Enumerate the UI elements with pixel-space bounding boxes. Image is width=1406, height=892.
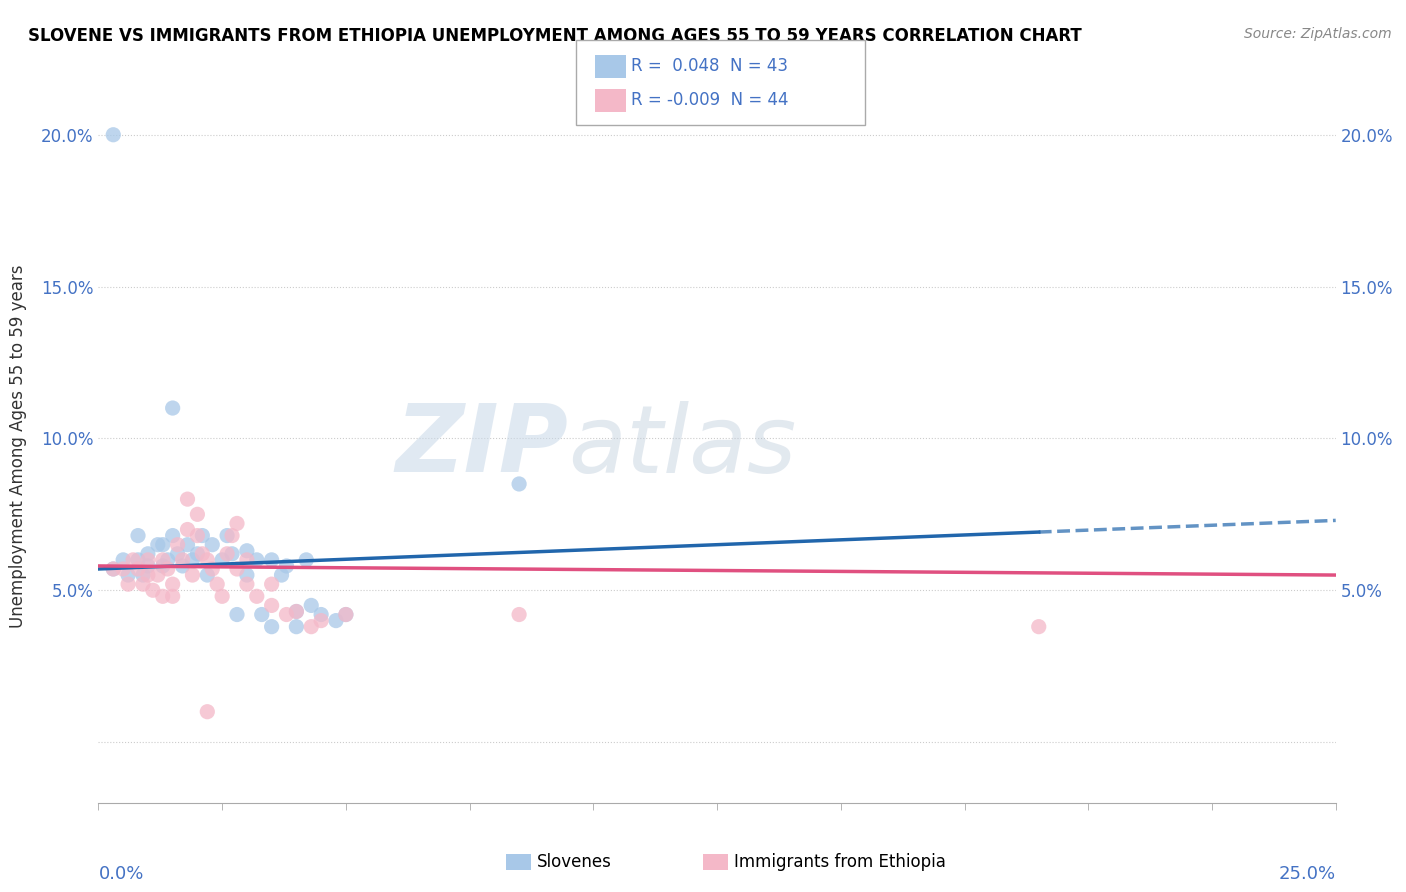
Point — [276, 607, 298, 622]
Point — [236, 543, 259, 558]
Point — [260, 553, 283, 567]
Point — [195, 568, 218, 582]
Point — [226, 562, 249, 576]
Point — [181, 568, 204, 582]
Point — [166, 538, 188, 552]
Point — [236, 577, 259, 591]
Point — [1028, 620, 1050, 634]
Point — [156, 553, 179, 567]
Point — [103, 562, 125, 576]
Point — [127, 528, 149, 542]
Point — [195, 705, 218, 719]
Point — [270, 568, 292, 582]
Point — [162, 590, 184, 604]
Point — [299, 599, 322, 613]
Point — [117, 568, 139, 582]
Point — [211, 590, 233, 604]
Point — [117, 577, 139, 591]
Point — [335, 607, 357, 622]
Point — [166, 547, 188, 561]
Point — [127, 562, 149, 576]
Point — [195, 553, 218, 567]
Point — [186, 547, 208, 561]
Point — [201, 538, 224, 552]
Point — [122, 553, 145, 567]
Point — [217, 528, 239, 542]
Point — [205, 577, 228, 591]
Point — [276, 558, 298, 573]
Text: Source: ZipAtlas.com: Source: ZipAtlas.com — [1244, 27, 1392, 41]
Point — [152, 558, 174, 573]
Point — [285, 605, 308, 619]
Text: 25.0%: 25.0% — [1278, 864, 1336, 883]
Point — [191, 528, 214, 542]
Point — [186, 528, 208, 542]
Point — [260, 620, 283, 634]
Point — [152, 590, 174, 604]
Text: R = -0.009  N = 44: R = -0.009 N = 44 — [631, 91, 789, 109]
Text: R =  0.048  N = 43: R = 0.048 N = 43 — [631, 57, 789, 75]
Text: 0.0%: 0.0% — [98, 864, 143, 883]
Point — [325, 614, 347, 628]
Point — [136, 558, 159, 573]
Point — [191, 547, 214, 561]
Point — [226, 516, 249, 531]
Point — [186, 508, 208, 522]
Point — [260, 577, 283, 591]
Point — [335, 607, 357, 622]
Point — [201, 562, 224, 576]
Point — [250, 607, 273, 622]
Point — [236, 553, 259, 567]
Point — [221, 547, 243, 561]
Point — [246, 590, 269, 604]
Point — [162, 577, 184, 591]
Point — [226, 607, 249, 622]
Point — [176, 538, 198, 552]
Point — [217, 547, 239, 561]
Point — [309, 607, 332, 622]
Point — [162, 528, 184, 542]
Point — [103, 128, 125, 142]
Text: atlas: atlas — [568, 401, 797, 491]
Point — [285, 605, 308, 619]
Text: Slovenes: Slovenes — [537, 853, 612, 871]
Point — [127, 553, 149, 567]
Point — [176, 523, 198, 537]
Point — [221, 528, 243, 542]
Point — [299, 620, 322, 634]
Point — [508, 607, 530, 622]
Point — [172, 558, 194, 573]
Point — [285, 620, 308, 634]
Point — [246, 553, 269, 567]
Point — [172, 553, 194, 567]
Point — [309, 614, 332, 628]
Point — [132, 577, 155, 591]
Point — [103, 562, 125, 576]
Point — [508, 477, 530, 491]
Text: Immigrants from Ethiopia: Immigrants from Ethiopia — [734, 853, 946, 871]
Point — [136, 547, 159, 561]
Point — [146, 538, 169, 552]
Point — [112, 553, 135, 567]
Point — [132, 568, 155, 582]
Point — [146, 568, 169, 582]
Point — [142, 583, 165, 598]
Point — [152, 553, 174, 567]
Point — [211, 553, 233, 567]
Y-axis label: Unemployment Among Ages 55 to 59 years: Unemployment Among Ages 55 to 59 years — [10, 264, 27, 628]
Point — [162, 401, 184, 415]
Point — [136, 568, 159, 582]
Point — [236, 568, 259, 582]
Point — [152, 538, 174, 552]
Point — [260, 599, 283, 613]
Point — [136, 553, 159, 567]
Point — [295, 553, 318, 567]
Text: ZIP: ZIP — [395, 400, 568, 492]
Point — [156, 562, 179, 576]
Text: SLOVENE VS IMMIGRANTS FROM ETHIOPIA UNEMPLOYMENT AMONG AGES 55 TO 59 YEARS CORRE: SLOVENE VS IMMIGRANTS FROM ETHIOPIA UNEM… — [28, 27, 1081, 45]
Point — [181, 553, 204, 567]
Point — [112, 562, 135, 576]
Point — [176, 492, 198, 507]
